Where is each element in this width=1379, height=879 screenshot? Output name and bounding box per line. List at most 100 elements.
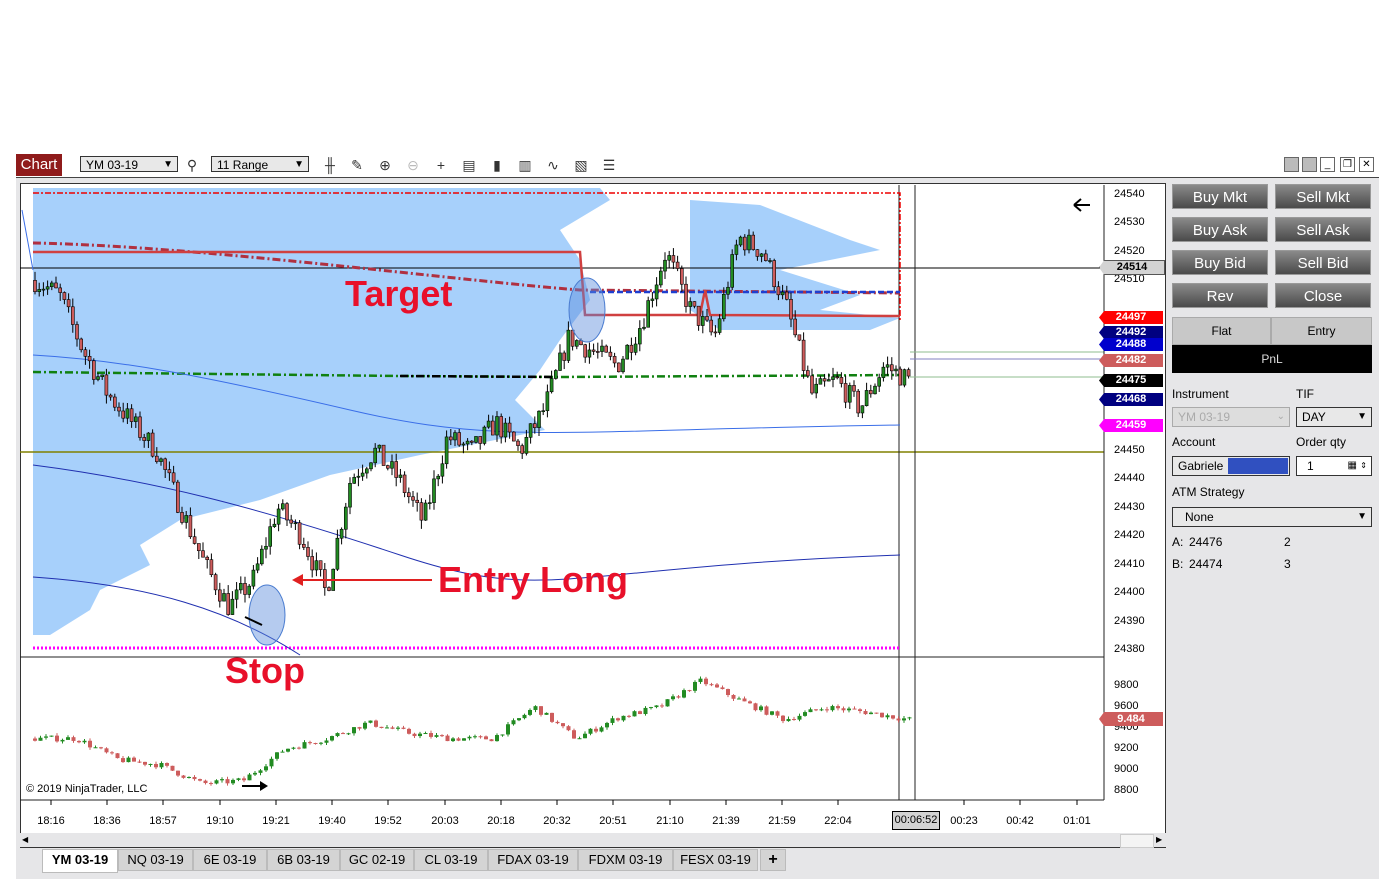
- candle: [786, 718, 791, 722]
- buy-bid-button[interactable]: Buy Bid: [1172, 250, 1268, 275]
- candle: [209, 559, 214, 575]
- scroll-right-icon[interactable]: ▶: [1156, 835, 1163, 844]
- candle: [880, 712, 884, 718]
- trader-instrument-select[interactable]: YM 03-19 ⌄: [1172, 407, 1290, 427]
- tab-fesx-03-19[interactable]: FESX 03-19: [673, 849, 758, 871]
- candle: [258, 770, 263, 773]
- tab-nq-03-19[interactable]: NQ 03-19: [118, 849, 193, 871]
- candle: [356, 475, 361, 478]
- account-label: Account: [1172, 435, 1216, 449]
- chart-trader-icon[interactable]: ▮: [493, 157, 501, 173]
- candle: [768, 260, 772, 262]
- candle: [436, 475, 441, 480]
- restore-icon[interactable]: [1284, 157, 1299, 172]
- sell-bid-button[interactable]: Sell Bid: [1275, 250, 1371, 275]
- tab-fdxm-03-19[interactable]: FDXM 03-19: [578, 849, 673, 871]
- data-box-icon[interactable]: ▤: [462, 157, 476, 173]
- order-qty-input[interactable]: 1 ▦ ⇕: [1296, 456, 1372, 476]
- crosshair-icon[interactable]: +: [436, 157, 446, 173]
- atm-strategy-select[interactable]: None ▼: [1172, 507, 1372, 527]
- zoom-in-icon[interactable]: ⊕: [379, 157, 391, 173]
- instrument-value: YM 03-19: [86, 158, 139, 172]
- candle: [709, 684, 714, 686]
- candle: [537, 410, 541, 428]
- scroll-left-icon[interactable]: ◀: [22, 835, 29, 844]
- zoom-out-icon[interactable]: ⊖: [407, 157, 419, 173]
- tab-gc-02-19[interactable]: GC 02-19: [340, 849, 414, 871]
- indicators-icon[interactable]: ▥: [518, 157, 532, 173]
- spinner-icon[interactable]: ⇕: [1360, 461, 1367, 470]
- close-icon[interactable]: ✕: [1359, 157, 1374, 172]
- close-position-button[interactable]: Close: [1275, 283, 1371, 308]
- candle: [808, 709, 813, 713]
- maximize-icon[interactable]: ❐: [1340, 157, 1355, 172]
- drawing-tool-icon[interactable]: ✎: [351, 157, 363, 173]
- tif-select[interactable]: DAY ▼: [1296, 407, 1372, 427]
- horizontal-scrollbar[interactable]: [20, 833, 1166, 848]
- price-marker-24514: 24514: [1099, 260, 1165, 275]
- candle: [654, 705, 659, 708]
- buy-mkt-button[interactable]: Buy Mkt: [1172, 184, 1268, 209]
- candle: [720, 687, 725, 690]
- tab-6b-03-19[interactable]: 6B 03-19: [267, 849, 340, 871]
- properties-icon[interactable]: ☰: [602, 157, 616, 173]
- indicator-tick: 9200: [1114, 742, 1139, 754]
- time-tick: 19:10: [206, 815, 234, 827]
- back-arrow-icon[interactable]: [1073, 198, 1090, 212]
- candle: [831, 376, 835, 380]
- candle: [638, 711, 642, 715]
- candle: [605, 722, 609, 728]
- candle: [401, 727, 406, 729]
- tab-cl-03-19[interactable]: CL 03-19: [414, 849, 488, 871]
- candle: [753, 703, 758, 711]
- candle: [776, 286, 781, 296]
- candle: [698, 678, 703, 682]
- candle: [49, 735, 54, 737]
- bar-type-select[interactable]: 11 Range ▼: [211, 156, 309, 172]
- scrollbar-thumb[interactable]: [1120, 834, 1154, 848]
- candle: [873, 385, 877, 395]
- candle: [889, 364, 894, 372]
- candle: [125, 408, 130, 419]
- chart-menu-button[interactable]: Chart: [16, 154, 62, 176]
- add-tab-button[interactable]: +: [760, 849, 786, 871]
- tab-6e-03-19[interactable]: 6E 03-19: [193, 849, 267, 871]
- candle: [747, 234, 751, 251]
- price-tick: 24420: [1114, 529, 1145, 542]
- candle: [822, 378, 827, 382]
- tab-ym-03-19[interactable]: YM 03-19: [42, 849, 118, 873]
- candle: [264, 545, 268, 550]
- tab-fdax-03-19[interactable]: FDAX 03-19: [488, 849, 578, 871]
- candle: [272, 523, 277, 527]
- calculator-icon[interactable]: ▦: [1347, 460, 1357, 471]
- candle: [339, 528, 344, 539]
- sell-ask-button[interactable]: Sell Ask: [1275, 217, 1371, 242]
- templates-icon[interactable]: ▧: [574, 157, 588, 173]
- candle: [528, 423, 533, 438]
- candle: [269, 758, 274, 767]
- sell-mkt-button[interactable]: Sell Mkt: [1275, 184, 1371, 209]
- reverse-button[interactable]: Rev: [1172, 283, 1268, 308]
- candle: [411, 496, 415, 501]
- candle: [213, 574, 218, 591]
- candle: [385, 465, 390, 469]
- candle: [243, 583, 247, 595]
- time-tick: 21:39: [712, 815, 740, 827]
- volume-profile: [33, 188, 900, 635]
- minimize-icon[interactable]: _: [1320, 157, 1335, 172]
- candle: [180, 512, 184, 523]
- candle: [566, 329, 571, 361]
- volume-profile-right: [690, 200, 900, 330]
- tile-icon[interactable]: [1302, 157, 1317, 172]
- account-select[interactable]: Gabriele: [1172, 456, 1290, 476]
- candle: [423, 733, 428, 735]
- candle: [276, 508, 281, 525]
- buy-ask-button[interactable]: Buy Ask: [1172, 217, 1268, 242]
- bar-type-icon[interactable]: ╫: [325, 157, 335, 173]
- candle: [427, 502, 432, 504]
- instrument-select[interactable]: YM 03-19 ▼: [80, 156, 178, 172]
- search-icon[interactable]: ⚲: [186, 157, 198, 173]
- strategies-icon[interactable]: ∿: [547, 157, 559, 173]
- candle: [398, 474, 403, 478]
